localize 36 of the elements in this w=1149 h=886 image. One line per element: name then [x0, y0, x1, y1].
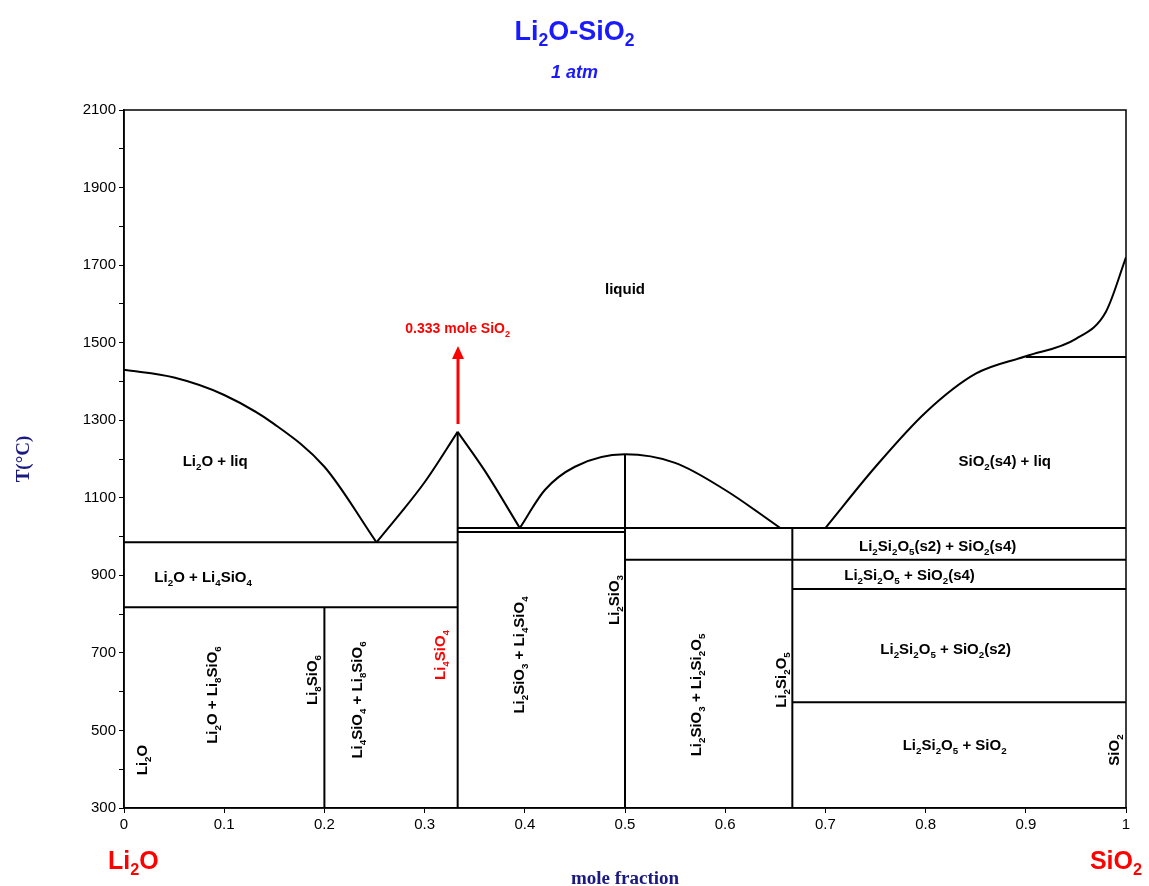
- y-tick-label: 1900: [82, 177, 116, 195]
- x-tick-label: 1: [1121, 815, 1131, 833]
- chart-subtitle: 1 atm: [550, 62, 599, 82]
- y-axis-title: T(°C): [11, 435, 33, 483]
- x-tick-label: 0.8: [915, 815, 937, 833]
- text: Li$_{2}$Si$_{2}$O$_{5}$ + SiO$_{2}$(s2): [880, 639, 1011, 660]
- annotation: Li$_{2}$O + liq: [182, 451, 248, 472]
- x-tick-label: 0.6: [714, 815, 736, 833]
- y-tick-label: 1700: [82, 255, 116, 273]
- y-tick-label: 1100: [83, 487, 116, 505]
- y-tick-label: 1300: [82, 410, 116, 428]
- chart-title: Li$_{2}$O-SiO$_{2}$: [513, 16, 636, 51]
- x-tick-label: 0.5: [614, 815, 636, 833]
- text: Li$_{2}$Si$_{2}$O$_{5}$(s2) + SiO$_{2}$(s4): [858, 536, 1017, 557]
- annotation: 0.333 mole SiO$_{2}$: [405, 319, 510, 339]
- x-tick-label: 0.9: [1015, 815, 1037, 833]
- annotation: Li$_{2}$Si$_{2}$O$_{5}$ + SiO$_{2}$: [902, 735, 1007, 756]
- x-tick-label: 0.3: [414, 815, 436, 833]
- x-tick-label: 0: [119, 815, 129, 833]
- y-tick-label: 2100: [82, 100, 116, 118]
- y-tick-label: 500: [90, 720, 116, 738]
- x-tick-label: 0.7: [814, 815, 836, 833]
- y-tick-label: 700: [90, 643, 116, 661]
- text: Li$_{2}$Si$_{2}$O$_{5}$ + SiO$_{2}$(s4): [844, 565, 975, 586]
- text: SiO$_{2}$: [1089, 846, 1142, 878]
- annotation: Li$_{2}$O + Li$_{4}$SiO$_{4}$: [154, 567, 252, 588]
- x-tick-label: 0.1: [213, 815, 235, 833]
- y-tick-label: 300: [90, 798, 116, 816]
- annotation: SiO$_{2}$(s4) + liq: [958, 451, 1052, 472]
- x-axis-title: mole fraction: [570, 867, 680, 886]
- y-tick-label: 900: [90, 565, 116, 583]
- y-tick-label: 1500: [82, 332, 116, 350]
- text: Li$_{2}$O: [108, 846, 159, 878]
- x-tick-label: 0.4: [514, 815, 536, 833]
- x-tick-label: 0.2: [313, 815, 335, 833]
- annotation: liquid: [605, 279, 645, 297]
